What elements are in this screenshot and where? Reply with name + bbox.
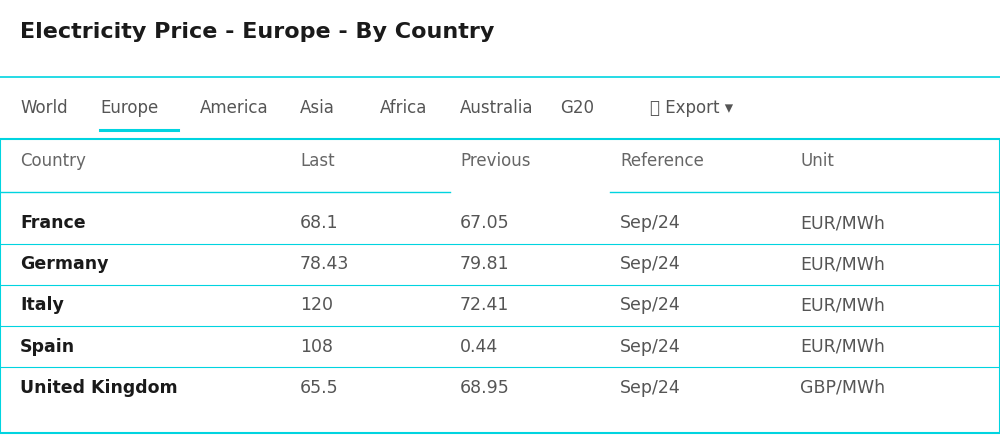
Text: Africa: Africa: [380, 99, 427, 117]
Text: Reference: Reference: [620, 152, 704, 170]
Text: 0.44: 0.44: [460, 338, 498, 355]
Text: ⤓ Export ▾: ⤓ Export ▾: [650, 99, 733, 117]
Text: World: World: [20, 99, 68, 117]
Text: 79.81: 79.81: [460, 255, 510, 273]
Text: Sep/24: Sep/24: [620, 379, 681, 396]
Text: EUR/MWh: EUR/MWh: [800, 214, 885, 232]
Text: Spain: Spain: [20, 338, 75, 355]
Text: Australia: Australia: [460, 99, 534, 117]
Text: Germany: Germany: [20, 255, 108, 273]
Text: 68.95: 68.95: [460, 379, 510, 396]
Text: Sep/24: Sep/24: [620, 338, 681, 355]
Text: America: America: [200, 99, 269, 117]
Text: EUR/MWh: EUR/MWh: [800, 255, 885, 273]
Text: Sep/24: Sep/24: [620, 214, 681, 232]
Text: GBP/MWh: GBP/MWh: [800, 379, 885, 396]
Text: 72.41: 72.41: [460, 297, 509, 314]
Text: Country: Country: [20, 152, 86, 170]
Text: United Kingdom: United Kingdom: [20, 379, 178, 396]
Text: Italy: Italy: [20, 297, 64, 314]
FancyBboxPatch shape: [0, 139, 1000, 433]
Text: Electricity Price - Europe - By Country: Electricity Price - Europe - By Country: [20, 22, 494, 42]
Text: France: France: [20, 214, 86, 232]
Text: Sep/24: Sep/24: [620, 297, 681, 314]
Text: EUR/MWh: EUR/MWh: [800, 297, 885, 314]
Text: Unit: Unit: [800, 152, 834, 170]
Text: 78.43: 78.43: [300, 255, 349, 273]
Text: Asia: Asia: [300, 99, 335, 117]
Text: 65.5: 65.5: [300, 379, 339, 396]
Text: 120: 120: [300, 297, 333, 314]
Text: 67.05: 67.05: [460, 214, 510, 232]
Text: G20: G20: [560, 99, 594, 117]
Text: EUR/MWh: EUR/MWh: [800, 338, 885, 355]
Text: Europe: Europe: [100, 99, 158, 117]
Text: Sep/24: Sep/24: [620, 255, 681, 273]
Text: Last: Last: [300, 152, 335, 170]
Text: 68.1: 68.1: [300, 214, 339, 232]
Text: Previous: Previous: [460, 152, 530, 170]
Text: 108: 108: [300, 338, 333, 355]
